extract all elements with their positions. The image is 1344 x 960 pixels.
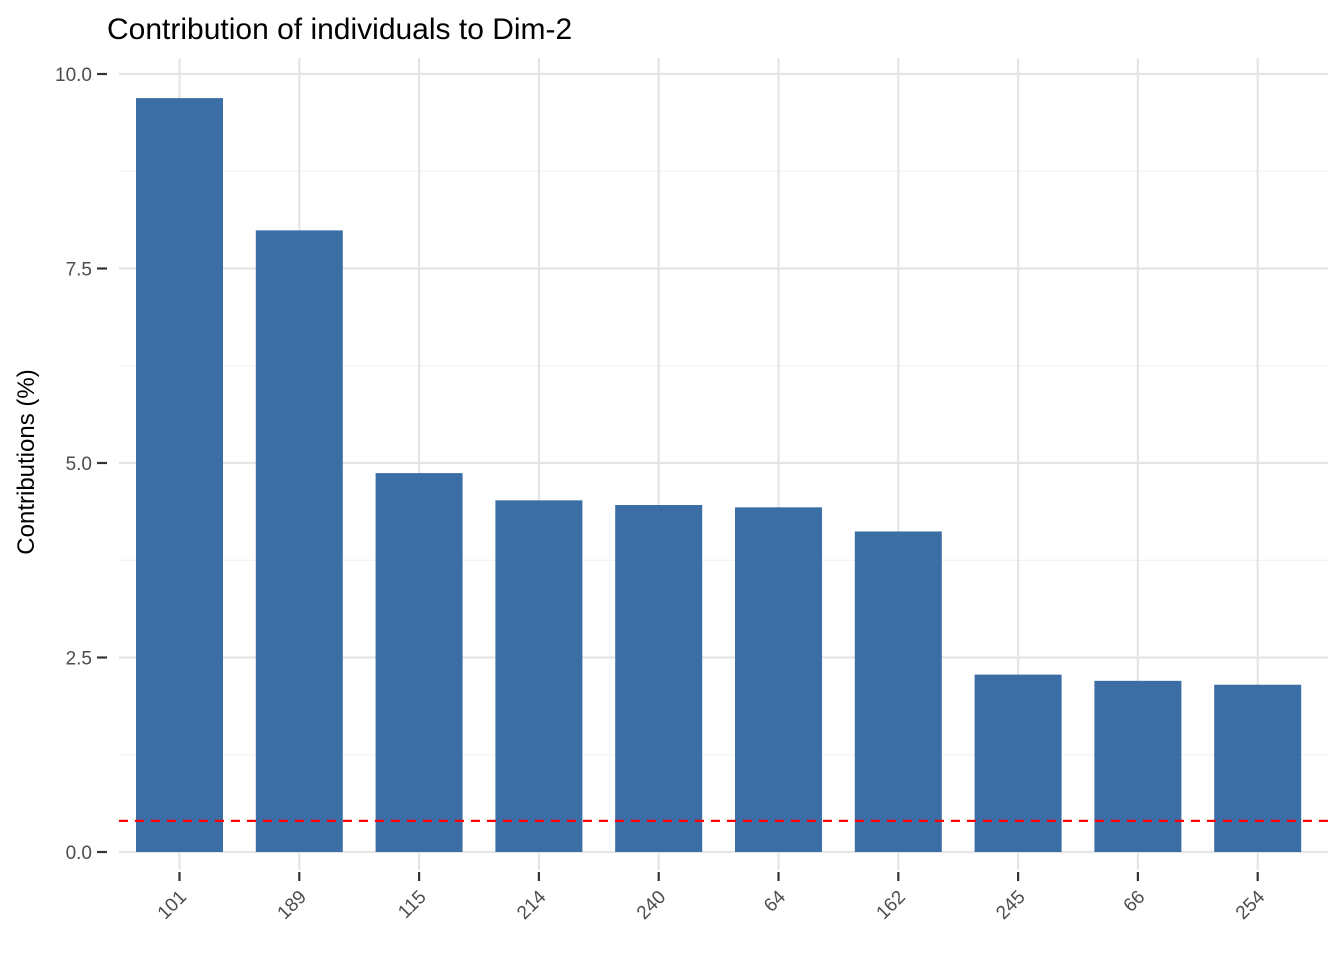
y-tick-label: 7.5 — [66, 260, 92, 281]
bar-101 — [136, 98, 223, 853]
y-tick-label: 5.0 — [66, 454, 92, 475]
bar-115 — [375, 473, 463, 852]
bar-162 — [854, 531, 942, 852]
x-tick-label: 162 — [873, 887, 910, 924]
y-axis: 0.0 2.5 5.0 7.5 10.0 — [55, 65, 107, 864]
bars — [136, 98, 1302, 853]
x-tick-label: 115 — [394, 887, 430, 923]
chart-title: Contribution of individuals to Dim-2 — [107, 13, 572, 46]
bar-214 — [495, 500, 583, 852]
x-tick-label: 189 — [274, 887, 311, 924]
x-tick-label: 240 — [633, 887, 670, 924]
x-tick-label: 101 — [154, 887, 191, 924]
bar-66 — [1094, 680, 1182, 852]
bar-189 — [255, 230, 343, 853]
bar-64 — [735, 507, 822, 852]
bar-245 — [974, 674, 1062, 852]
y-axis-title: Contributions (%) — [13, 369, 40, 554]
bar-254 — [1214, 684, 1302, 852]
x-axis: 101 189 115 214 240 64 162 245 66 254 — [154, 872, 1270, 924]
x-tick-label: 64 — [760, 886, 790, 916]
bar-240 — [615, 505, 703, 852]
y-tick-label: 0.0 — [66, 843, 92, 864]
x-tick-label: 66 — [1120, 887, 1150, 917]
x-tick-label: 254 — [1232, 886, 1270, 924]
y-tick-label: 10.0 — [55, 65, 92, 86]
x-tick-label: 245 — [992, 887, 1029, 924]
y-tick-label: 2.5 — [66, 649, 92, 670]
x-tick-label: 214 — [513, 886, 551, 924]
